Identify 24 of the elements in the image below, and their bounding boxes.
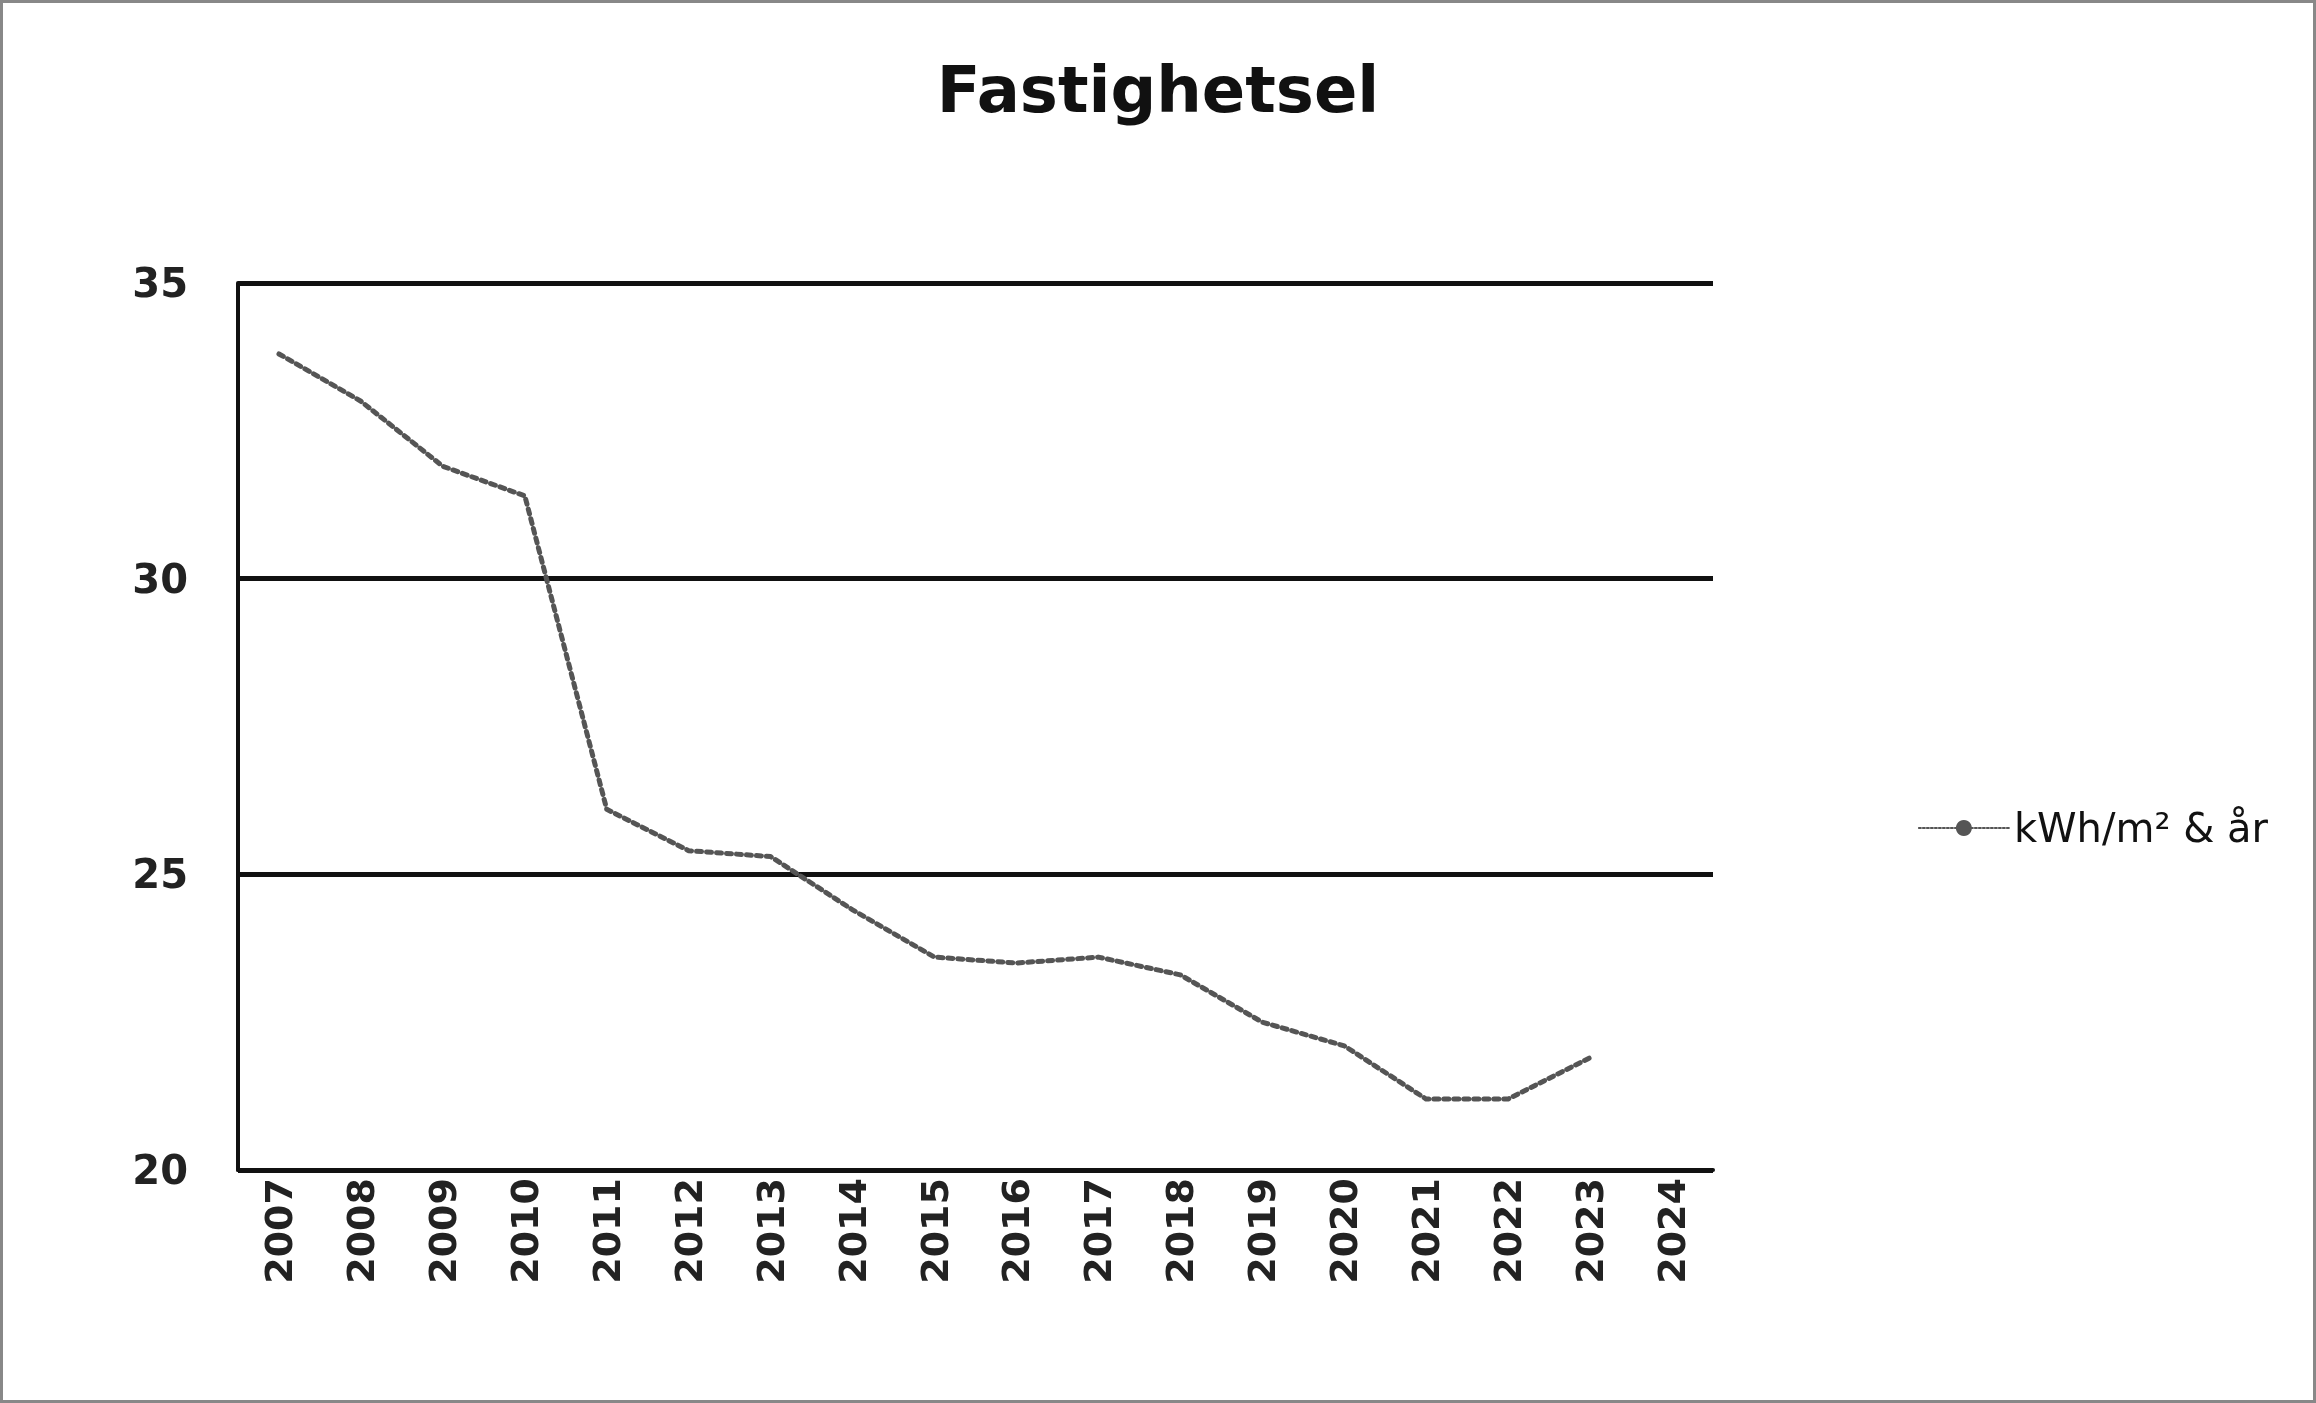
x-tick-label: 2008: [338, 1178, 383, 1284]
y-tick-label: 20: [132, 1147, 188, 1193]
x-tick-label: 2024: [1650, 1178, 1695, 1284]
x-tick-label: 2011: [584, 1178, 629, 1284]
x-tick-label: 2009: [420, 1178, 465, 1284]
x-tick-label: 2014: [830, 1178, 875, 1284]
x-tick-label: 2015: [912, 1178, 957, 1284]
x-tick-label: 2022: [1486, 1178, 1531, 1284]
x-tick-label: 2013: [748, 1178, 793, 1284]
y-tick-label: 35: [132, 260, 188, 306]
x-tick-label: 2021: [1404, 1178, 1449, 1284]
chart-title: Fastighetsel: [936, 53, 1380, 127]
x-tick-label: 2020: [1322, 1178, 1367, 1284]
y-tick-label: 25: [132, 851, 188, 898]
y-tick-label: 30: [132, 555, 188, 602]
x-tick-label: 2007: [256, 1178, 301, 1284]
x-tick-label: 2018: [1158, 1178, 1203, 1284]
x-tick-label: 2017: [1076, 1178, 1121, 1284]
x-tick-label: 2012: [666, 1178, 711, 1284]
x-tick-label: 2019: [1240, 1178, 1285, 1284]
legend-label: kWh/m² & år: [2013, 805, 2269, 851]
x-tick-label: 2016: [994, 1178, 1039, 1284]
x-tick-label: 2023: [1568, 1178, 1613, 1284]
x-tick-label: 2010: [502, 1178, 547, 1284]
